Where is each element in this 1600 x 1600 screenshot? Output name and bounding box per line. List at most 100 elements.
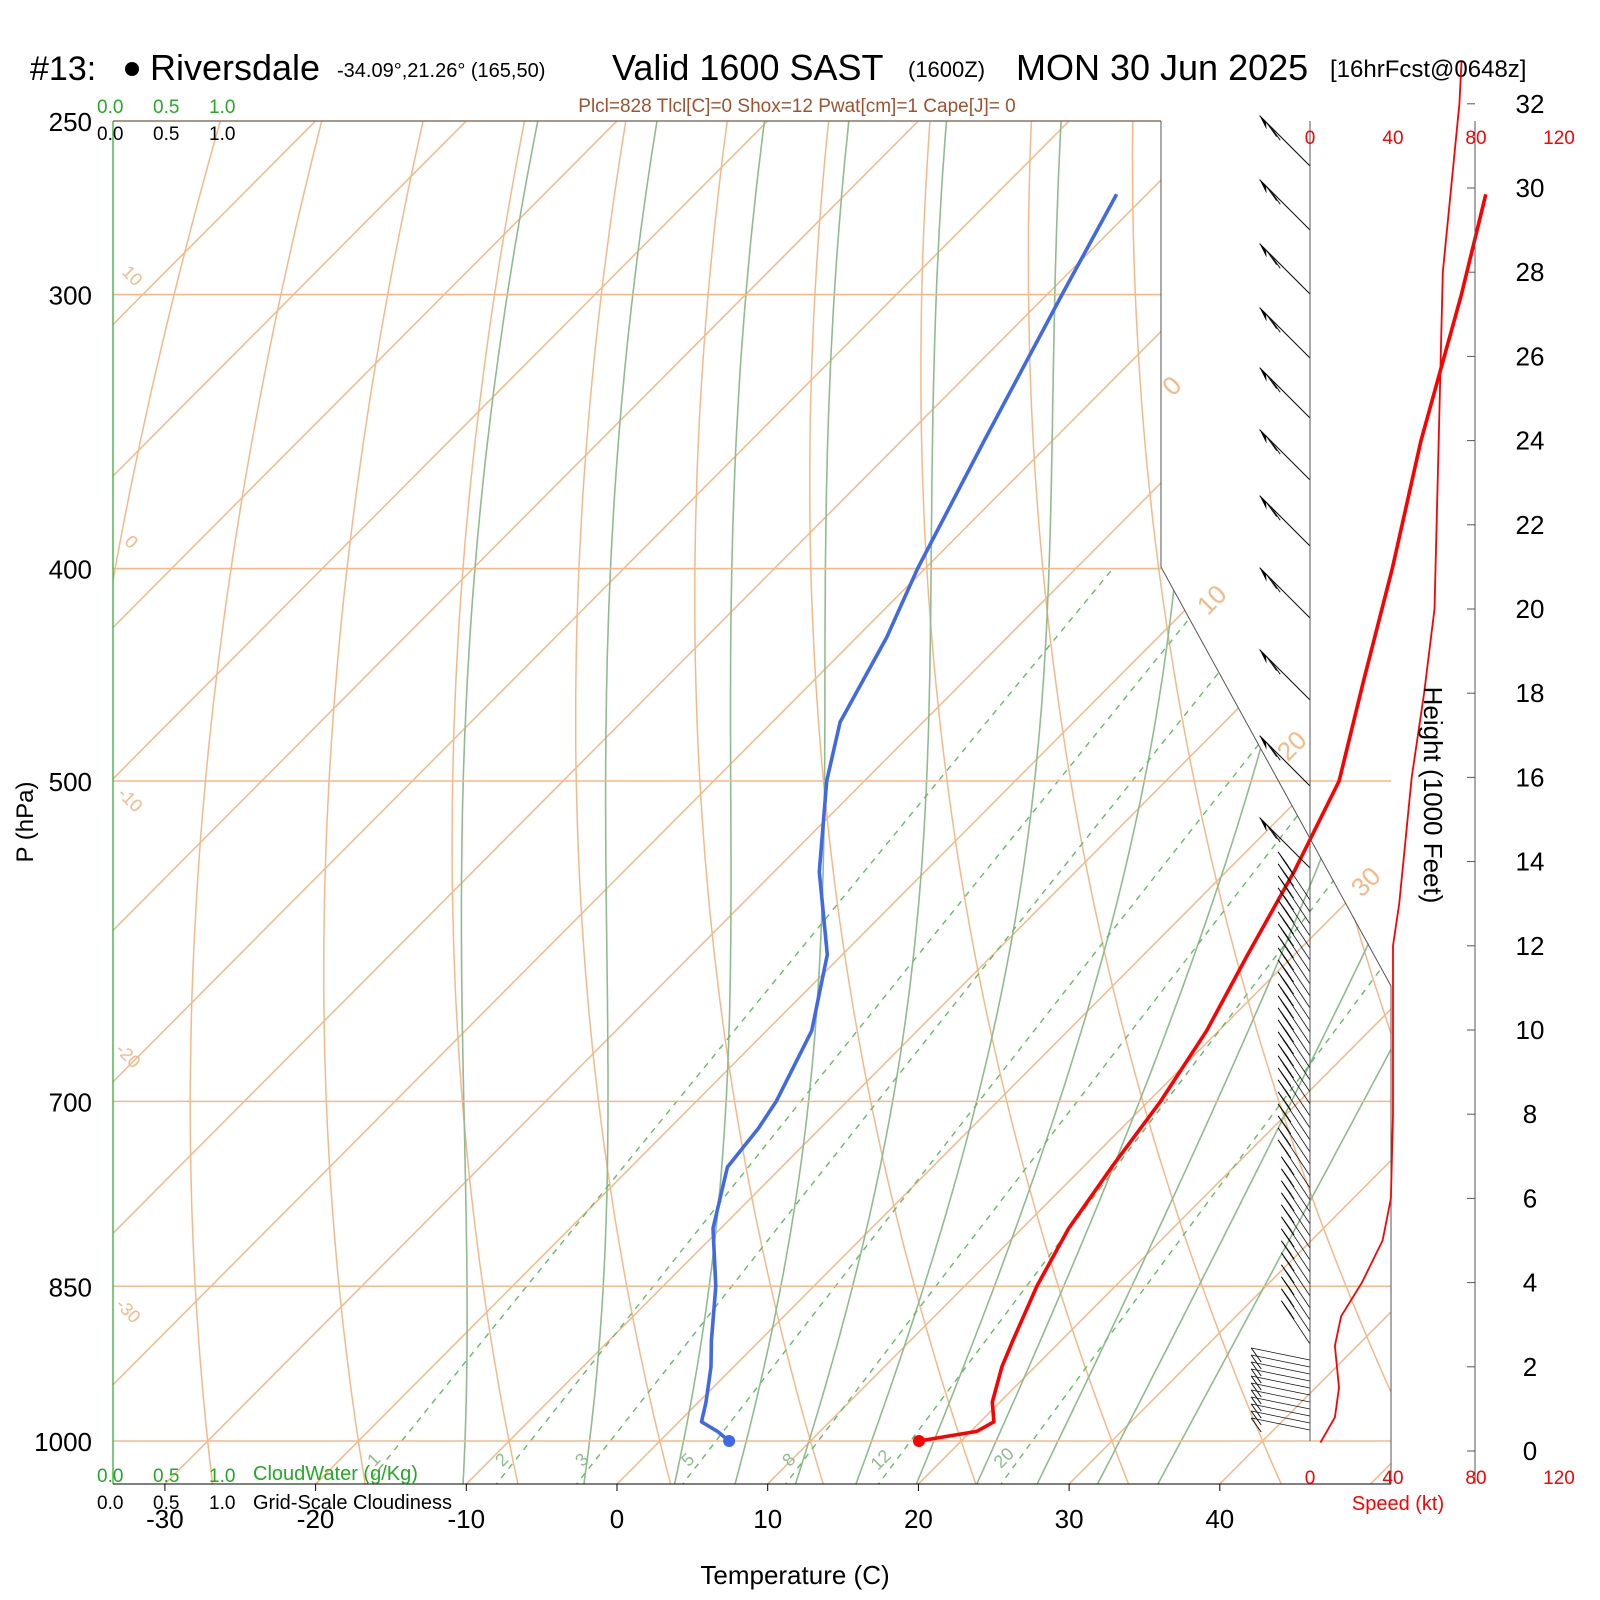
x-axis-title: Temperature (C) xyxy=(700,1560,889,1590)
wind-barb-feather xyxy=(1283,1244,1295,1260)
wind-barb-feather xyxy=(1269,505,1281,521)
wind-barb-feather xyxy=(1269,377,1281,393)
wind-barb-flag xyxy=(1259,115,1267,130)
wind-barb-flag xyxy=(1259,649,1267,664)
dewpoint-profile xyxy=(699,193,1119,1443)
height-tick-label: 28 xyxy=(1516,257,1545,287)
wind-barb-feather xyxy=(1266,374,1278,389)
station-coords: -34.09°,21.26° (165,50) xyxy=(337,60,545,82)
speed-tick-label-bottom: 0 xyxy=(1305,1468,1316,1489)
mixing-ratio-line xyxy=(877,804,1391,1484)
wind-barb-feather xyxy=(1283,1232,1295,1248)
moist-adiabat-line xyxy=(583,121,658,1484)
pressure-tick-label: 250 xyxy=(49,107,92,137)
pressure-tick-label: 850 xyxy=(49,1272,92,1302)
height-tick-label: 24 xyxy=(1516,426,1545,456)
wind-barb-flag xyxy=(1259,817,1267,832)
wind-barb-feather xyxy=(1280,1083,1292,1099)
isotherm-line xyxy=(113,121,1371,1386)
header: #13: Riversdale -34.09°,21.26° (165,50) … xyxy=(30,47,1526,117)
cloud-tick-top-black-1: 0.5 xyxy=(153,124,179,145)
cloudiness-label: Grid-Scale Cloudiness xyxy=(253,1492,452,1514)
wind-barb-feather xyxy=(1283,991,1295,1007)
cloud-tick-bottom-green-1: 0.5 xyxy=(153,1466,179,1487)
wind-barb-flag xyxy=(1259,307,1267,322)
isotherm-line xyxy=(113,121,769,780)
wind-speed-panel: 0040408080120120024681012141618202224262… xyxy=(1305,61,1575,1489)
temperature-profile-surface-dot xyxy=(912,1435,925,1447)
dry-adiabat-line xyxy=(113,121,222,585)
wind-barb-feather xyxy=(1283,871,1295,887)
height-tick-label: 30 xyxy=(1516,173,1545,203)
wind-barb-feather xyxy=(1266,186,1278,201)
wind-barb xyxy=(1251,1354,1311,1368)
pressure-tick-label: 1000 xyxy=(34,1427,92,1457)
height-tick-label: 10 xyxy=(1516,1015,1545,1045)
wind-barb-feather xyxy=(1266,574,1278,589)
isotherm-line xyxy=(917,1007,1391,1484)
mixing-ratio-line xyxy=(495,568,1231,1484)
wind-barb-feather xyxy=(1269,439,1281,455)
wind-barb-feather xyxy=(1283,1304,1295,1320)
wind-barb-feather xyxy=(1283,967,1295,983)
dry-adiabat-line xyxy=(809,121,977,1484)
wind-barb-feather xyxy=(1266,502,1278,517)
wind-barb-feather xyxy=(1250,1361,1262,1377)
temperature-tick-label: 0 xyxy=(610,1504,624,1534)
isotherm-label: 0 xyxy=(121,531,142,552)
isotherm-label: 10 xyxy=(118,262,146,290)
height-tick-label: 0 xyxy=(1523,1436,1537,1466)
moist-adiabat-line xyxy=(460,121,539,1484)
isotherm-line xyxy=(113,121,317,326)
isotherm-label: -20 xyxy=(112,1039,145,1072)
mixing-ratio-line xyxy=(366,568,1114,1484)
wind-barb-feather xyxy=(1280,1119,1292,1135)
wind-barb-feather xyxy=(1283,1039,1295,1055)
isotherm-line xyxy=(465,553,1391,1484)
wind-barb xyxy=(1251,1417,1311,1431)
wind-barb-feather xyxy=(1283,1220,1295,1236)
dry-adiabat-line xyxy=(451,121,526,1484)
mixing-ratio-line xyxy=(681,575,1391,1484)
wind-barb xyxy=(1251,1375,1311,1389)
wind-barb xyxy=(1251,1396,1311,1410)
dry-adiabat-line xyxy=(323,121,424,1484)
isotherm-line xyxy=(767,856,1391,1484)
temperature-tick-label: 30 xyxy=(1055,1504,1084,1534)
cloud-tick-top-green-1: 0.5 xyxy=(153,97,179,118)
wind-barb-feather xyxy=(1283,895,1295,911)
speed-axis-title: Speed (kt) xyxy=(1352,1493,1444,1515)
moist-adiabat-line xyxy=(794,121,948,1484)
isotherm-label: -10 xyxy=(114,783,147,816)
wind-barb-feather xyxy=(1266,436,1278,451)
dry-adiabat-line xyxy=(1027,121,1282,1484)
wind-barb-feather xyxy=(1269,189,1281,205)
wind-barb-feather xyxy=(1250,1403,1262,1419)
wind-barbs xyxy=(1250,115,1311,1433)
height-tick-label: 14 xyxy=(1516,847,1545,877)
cloud-scale-bottom: 0.0 0.5 1.0 CloudWater (g/Kg) 0.0 0.5 1.… xyxy=(97,1463,452,1514)
wind-barb-feather xyxy=(1283,1196,1295,1212)
wind-barb-flag xyxy=(1259,495,1267,510)
wind-barb xyxy=(1251,1347,1311,1361)
wind-barb-feather xyxy=(1283,907,1295,923)
height-tick-label: 4 xyxy=(1523,1268,1537,1298)
cloud-tick-bottom-green-0: 0.0 xyxy=(97,1466,123,1487)
right-frame-line xyxy=(1160,121,1392,1484)
wind-barb-feather xyxy=(1283,979,1295,995)
wind-barb-feather xyxy=(1280,1095,1292,1111)
wind-barb-feather xyxy=(1283,931,1295,947)
height-tick-label: 8 xyxy=(1523,1099,1537,1129)
mixing-ratio-label: 8 xyxy=(778,1449,799,1470)
wind-barb-feather xyxy=(1266,656,1278,671)
wind-barb-feather xyxy=(1250,1410,1262,1426)
isotherm-line xyxy=(1369,1462,1391,1484)
isotherm-line xyxy=(113,121,467,478)
height-tick-label: 16 xyxy=(1516,762,1545,792)
indices-line: Plcl=828 Tlcl[C]=0 Shox=12 Pwat[cm]=1 Ca… xyxy=(578,96,1015,117)
mixing-ratio-line xyxy=(1000,954,1391,1484)
wind-barb-feather xyxy=(1250,1347,1262,1363)
dry-adiabat-line xyxy=(189,121,323,1484)
wind-barb-feather xyxy=(1283,1063,1295,1079)
wind-barb-feather xyxy=(1280,1107,1292,1123)
